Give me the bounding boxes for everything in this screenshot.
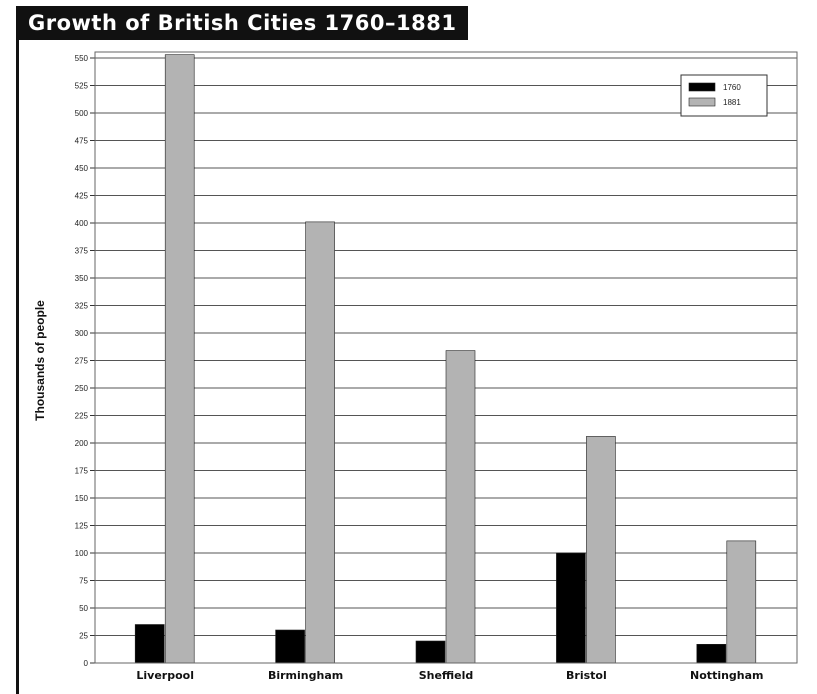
y-tick-labels: 0 25 50 75 100 125 150 175 200 225 250 275 300 325 350… (75, 54, 89, 668)
y-tick-label: 350 (75, 274, 89, 283)
legend-label-1760: 1760 (723, 83, 741, 92)
bar-1760-sheffield (415, 640, 446, 664)
y-tick-label: 250 (75, 384, 89, 393)
bar-1760-nottingham (696, 643, 727, 664)
gridlines (90, 57, 797, 664)
bar-1881-nottingham (726, 540, 757, 664)
bar-1881-sheffield (445, 350, 476, 664)
category-label: Nottingham (690, 669, 763, 682)
category-labels: Liverpool Birmingham Sheffield Bristol Notti… (136, 669, 763, 682)
y-axis-label: Thousands of people (33, 300, 47, 421)
bars (134, 54, 757, 664)
y-tick-label: 400 (75, 219, 89, 228)
legend-box (680, 74, 768, 117)
y-tick-label: 50 (79, 604, 88, 613)
y-tick-label: 225 (75, 412, 89, 421)
category-label: Sheffield (419, 669, 474, 682)
y-tick-label: 275 (75, 357, 89, 366)
y-tick-label: 75 (79, 577, 88, 586)
category-label: Liverpool (136, 669, 194, 682)
y-tick-label: 125 (75, 522, 89, 531)
y-tick-label: 0 (84, 659, 89, 668)
y-tick-label: 300 (75, 329, 89, 338)
y-tick-label: 500 (75, 109, 89, 118)
legend-label-1881: 1881 (723, 98, 741, 107)
bar-1760-liverpool (134, 624, 165, 664)
bar-1760-birmingham (275, 629, 305, 664)
y-tick-label: 175 (75, 467, 89, 476)
category-label: Bristol (566, 669, 607, 682)
y-tick-label: 450 (75, 164, 89, 173)
y-tick-label: 25 (79, 632, 88, 641)
category-label: Birmingham (268, 669, 343, 682)
legend-swatch-1760 (688, 82, 716, 92)
plot-frame (94, 51, 798, 664)
bar-1760-bristol (556, 552, 586, 664)
left-border-rule (16, 40, 19, 694)
y-tick-label: 325 (75, 302, 89, 311)
chart-title: Growth of British Cities 1760–1881 (16, 6, 469, 40)
bar-1881-birmingham (305, 221, 335, 664)
y-tick-label: 150 (75, 494, 89, 503)
y-tick-label: 200 (75, 439, 89, 448)
bar-1881-liverpool (164, 54, 195, 664)
legend: 1760 1881 (680, 74, 768, 117)
legend-swatch-1881 (688, 97, 716, 107)
y-tick-label: 550 (75, 54, 89, 63)
y-tick-label: 100 (75, 549, 89, 558)
y-tick-label: 375 (75, 247, 89, 256)
y-tick-label: 475 (75, 137, 89, 146)
y-tick-label: 525 (75, 82, 89, 91)
y-tick-label: 425 (75, 192, 89, 201)
bar-1881-bristol (586, 436, 616, 664)
